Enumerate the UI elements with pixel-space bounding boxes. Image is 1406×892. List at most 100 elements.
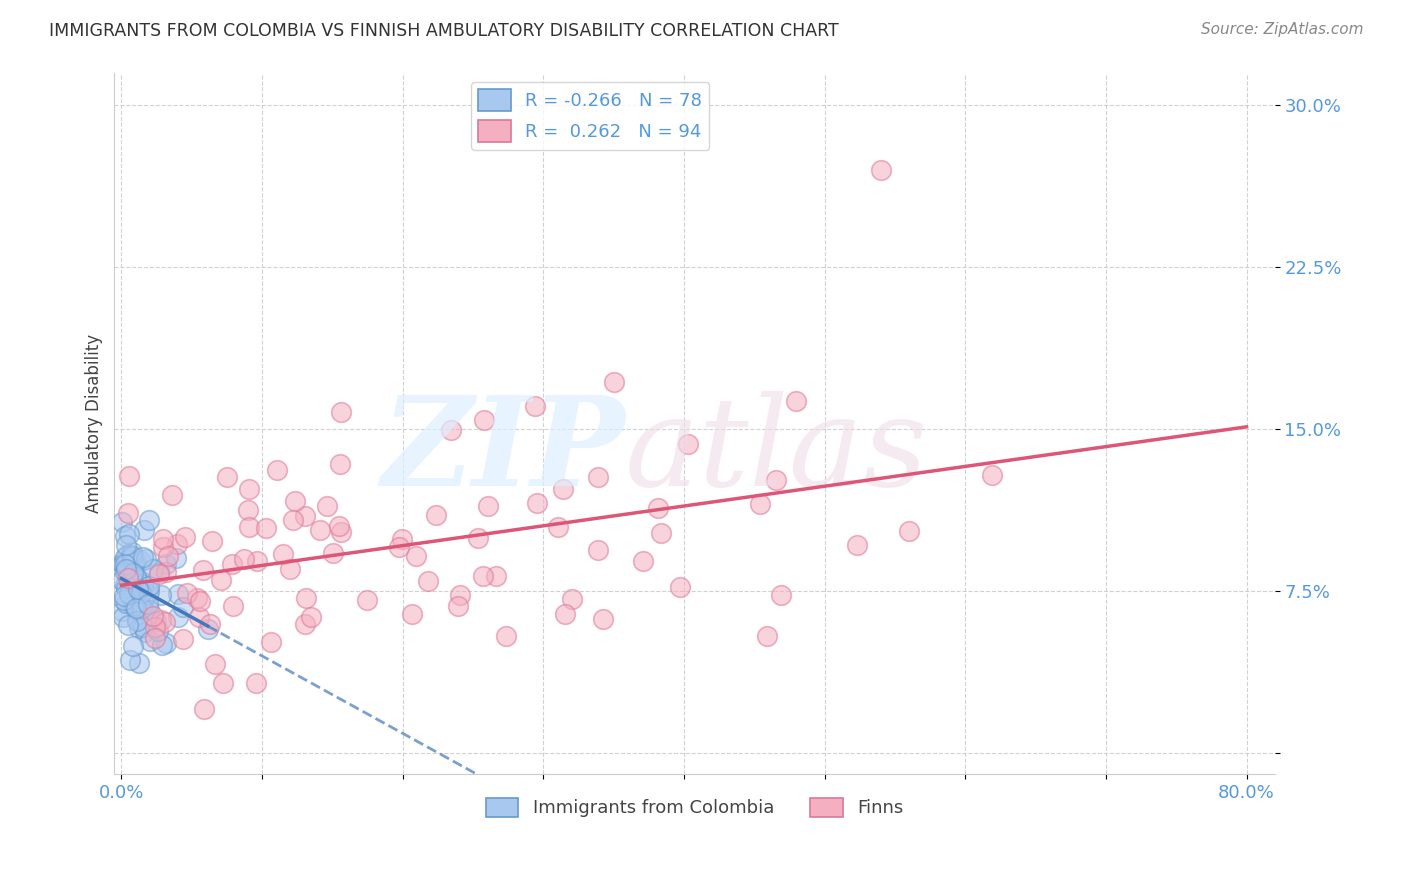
Point bbox=[477, 499, 499, 513]
Point bbox=[131, 549, 153, 564]
Point bbox=[221, 557, 243, 571]
Point bbox=[846, 538, 869, 552]
Point bbox=[299, 610, 322, 624]
Point bbox=[132, 574, 155, 589]
Point bbox=[553, 482, 575, 496]
Point bbox=[122, 639, 145, 653]
Point bbox=[166, 537, 188, 551]
Point bbox=[330, 405, 353, 419]
Point bbox=[322, 546, 344, 560]
Point bbox=[485, 569, 508, 583]
Point bbox=[294, 617, 316, 632]
Point bbox=[166, 587, 188, 601]
Point bbox=[769, 587, 792, 601]
Point bbox=[278, 562, 301, 576]
Point bbox=[188, 594, 211, 608]
Point bbox=[785, 394, 807, 409]
Point bbox=[118, 653, 141, 667]
Point bbox=[124, 553, 146, 567]
Point bbox=[112, 592, 135, 607]
Point bbox=[676, 437, 699, 451]
Point bbox=[188, 610, 211, 624]
Point bbox=[440, 423, 463, 437]
Point bbox=[329, 524, 352, 539]
Point bbox=[148, 624, 170, 638]
Point bbox=[111, 574, 134, 588]
Point bbox=[592, 612, 614, 626]
Point bbox=[215, 469, 238, 483]
Point bbox=[142, 562, 165, 576]
Point bbox=[117, 581, 139, 595]
Point bbox=[128, 598, 150, 612]
Point bbox=[765, 473, 787, 487]
Point bbox=[633, 554, 655, 568]
Point bbox=[447, 599, 470, 613]
Point bbox=[328, 518, 350, 533]
Point bbox=[138, 583, 160, 598]
Point bbox=[114, 562, 136, 576]
Point bbox=[112, 589, 135, 603]
Point bbox=[114, 558, 136, 573]
Point bbox=[149, 613, 172, 627]
Point bbox=[118, 587, 141, 601]
Text: Source: ZipAtlas.com: Source: ZipAtlas.com bbox=[1201, 22, 1364, 37]
Point bbox=[115, 538, 138, 552]
Point bbox=[756, 629, 779, 643]
Point bbox=[143, 632, 166, 646]
Point bbox=[160, 488, 183, 502]
Point bbox=[586, 543, 609, 558]
Point bbox=[132, 523, 155, 537]
Point bbox=[129, 586, 152, 600]
Point bbox=[222, 599, 245, 613]
Point bbox=[495, 629, 517, 643]
Point bbox=[138, 579, 160, 593]
Point bbox=[588, 470, 610, 484]
Point bbox=[166, 610, 188, 624]
Point bbox=[128, 621, 150, 635]
Point bbox=[112, 558, 135, 572]
Point bbox=[980, 467, 1002, 482]
Point bbox=[132, 577, 155, 591]
Point bbox=[650, 526, 672, 541]
Point bbox=[114, 578, 136, 592]
Point bbox=[193, 702, 215, 716]
Point bbox=[356, 593, 378, 607]
Point bbox=[139, 633, 162, 648]
Point bbox=[118, 527, 141, 541]
Point bbox=[186, 591, 208, 605]
Point bbox=[122, 566, 145, 580]
Point bbox=[526, 496, 548, 510]
Point bbox=[254, 521, 277, 535]
Point bbox=[148, 565, 170, 579]
Point bbox=[401, 607, 423, 622]
Point bbox=[112, 609, 135, 624]
Point bbox=[145, 614, 167, 628]
Point bbox=[472, 569, 495, 583]
Point bbox=[172, 632, 194, 646]
Point bbox=[117, 506, 139, 520]
Point bbox=[127, 582, 149, 596]
Point bbox=[121, 554, 143, 568]
Point bbox=[114, 550, 136, 565]
Point bbox=[117, 469, 139, 483]
Point bbox=[111, 556, 134, 570]
Point bbox=[125, 600, 148, 615]
Point bbox=[152, 540, 174, 554]
Point bbox=[127, 615, 149, 629]
Point bbox=[152, 532, 174, 546]
Point bbox=[308, 523, 330, 537]
Point bbox=[898, 524, 921, 538]
Point bbox=[125, 577, 148, 591]
Point bbox=[647, 501, 669, 516]
Point bbox=[120, 548, 142, 562]
Point bbox=[155, 565, 177, 579]
Point bbox=[150, 638, 173, 652]
Point bbox=[266, 463, 288, 477]
Point bbox=[124, 570, 146, 584]
Point bbox=[111, 515, 134, 529]
Point bbox=[128, 656, 150, 670]
Point bbox=[114, 529, 136, 543]
Point bbox=[114, 557, 136, 571]
Point bbox=[870, 163, 893, 178]
Point bbox=[121, 580, 143, 594]
